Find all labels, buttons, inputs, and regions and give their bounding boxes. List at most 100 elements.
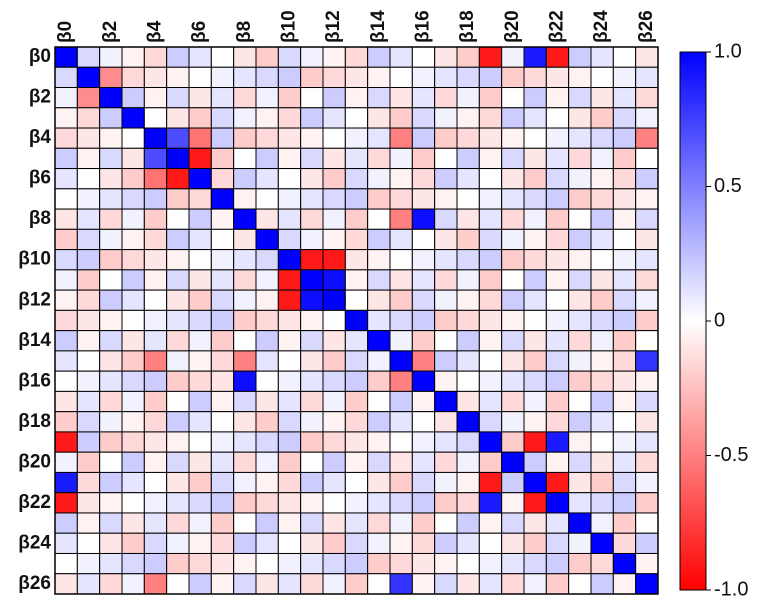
heatmap-cell [456, 208, 480, 230]
heatmap-cell [389, 107, 413, 129]
heatmap-cell [210, 66, 235, 89]
heatmap-cell [166, 431, 190, 453]
heatmap-cell [300, 390, 324, 413]
heatmap-cell [210, 188, 235, 210]
heatmap-cell [255, 147, 279, 170]
heatmap-cell [121, 532, 145, 554]
heatmap-cell [188, 107, 212, 129]
heatmap-cell [411, 330, 436, 352]
heatmap-cell [76, 350, 101, 372]
heatmap-cell [277, 107, 302, 129]
heatmap-cell [143, 532, 168, 554]
heatmap-cell [434, 492, 458, 514]
heatmap-cell [277, 471, 302, 494]
heatmap-cell [434, 309, 458, 332]
heatmap-cell [166, 309, 190, 332]
heatmap-cell [54, 228, 78, 251]
heatmap-cell [568, 107, 592, 129]
heatmap-cell [300, 147, 324, 170]
heatmap-cell [456, 390, 480, 413]
heatmap-cell [367, 147, 391, 170]
heatmap-cell [635, 147, 659, 170]
heatmap-cell [367, 188, 391, 210]
heatmap-cell [210, 289, 235, 311]
heatmap-cell [277, 330, 302, 352]
heatmap-cell [54, 269, 78, 291]
heatmap-cell [501, 147, 525, 170]
heatmap-cell [501, 370, 525, 392]
heatmap-cell [300, 471, 324, 494]
heatmap-cell [166, 269, 190, 291]
heatmap-cell [166, 532, 190, 554]
heatmap-cell [344, 309, 369, 332]
heatmap-cell [411, 471, 436, 494]
heatmap-cell [590, 390, 614, 413]
heatmap-cell [188, 127, 212, 149]
heatmap-cell [635, 107, 659, 129]
heatmap-cell [545, 471, 570, 494]
heatmap-cell [389, 492, 413, 514]
heatmap-cell [367, 451, 391, 473]
heatmap-cell [389, 208, 413, 230]
heatmap-cell [233, 127, 257, 149]
heatmap-cell [568, 168, 592, 190]
heatmap-cell [389, 330, 413, 352]
heatmap-cell [121, 107, 145, 129]
heatmap-cell [143, 289, 168, 311]
heatmap-cell [76, 46, 101, 68]
heatmap-cell [76, 188, 101, 210]
heatmap-cell [300, 289, 324, 311]
heatmap-cell [590, 269, 614, 291]
heatmap-cell [344, 87, 369, 109]
heatmap-cell [233, 249, 257, 271]
heatmap-cell [523, 289, 547, 311]
heatmap-cell [166, 471, 190, 494]
heatmap-cell [54, 532, 78, 554]
heatmap-cell [367, 350, 391, 372]
heatmap-cell [367, 127, 391, 149]
heatmap-cell [121, 269, 145, 291]
heatmap-cell [389, 532, 413, 554]
heatmap-cell [322, 390, 346, 413]
heatmap-cell [568, 147, 592, 170]
heatmap-cell [255, 188, 279, 210]
heatmap-cell [143, 309, 168, 332]
heatmap-cell [143, 127, 168, 149]
heatmap-cell [143, 431, 168, 453]
heatmap-cell [143, 228, 168, 251]
heatmap-cell [322, 147, 346, 170]
heatmap-cell [411, 269, 436, 291]
heatmap-cell [255, 46, 279, 68]
heatmap-cell [54, 451, 78, 473]
heatmap-cell [434, 46, 458, 68]
heatmap-cell [590, 350, 614, 372]
heatmap-cell [501, 512, 525, 534]
heatmap-cell [188, 147, 212, 170]
heatmap-cell [344, 370, 369, 392]
heatmap-cell [233, 370, 257, 392]
x-tick-label: β26 [636, 10, 657, 43]
heatmap-cell [233, 309, 257, 332]
heatmap-cell [300, 249, 324, 271]
heatmap-cell [434, 390, 458, 413]
heatmap-cell [300, 573, 324, 595]
heatmap-cell [568, 66, 592, 89]
heatmap-cell [300, 330, 324, 352]
heatmap-cell [166, 249, 190, 271]
heatmap-cell [545, 573, 570, 595]
heatmap-cell [367, 512, 391, 534]
heatmap-cell [99, 127, 123, 149]
heatmap-cell [568, 309, 592, 332]
heatmap-cell [612, 147, 637, 170]
heatmap-cell [188, 451, 212, 473]
heatmap-cell [121, 330, 145, 352]
heatmap-cell [166, 208, 190, 230]
heatmap-cell [121, 411, 145, 433]
heatmap-cell [411, 168, 436, 190]
heatmap-cell [54, 46, 78, 68]
heatmap-cell [277, 512, 302, 534]
heatmap-cell [76, 228, 101, 251]
heatmap-cell [76, 208, 101, 230]
heatmap-cell [367, 390, 391, 413]
heatmap-cell [277, 289, 302, 311]
